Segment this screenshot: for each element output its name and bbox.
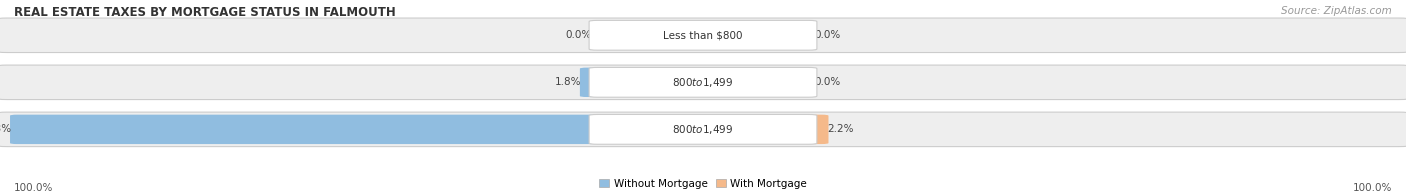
- Text: $800 to $1,499: $800 to $1,499: [672, 123, 734, 136]
- Text: 0.0%: 0.0%: [814, 77, 841, 87]
- Text: 100.0%: 100.0%: [14, 183, 53, 193]
- Text: Source: ZipAtlas.com: Source: ZipAtlas.com: [1281, 6, 1392, 16]
- Legend: Without Mortgage, With Mortgage: Without Mortgage, With Mortgage: [595, 174, 811, 193]
- Text: $800 to $1,499: $800 to $1,499: [672, 76, 734, 89]
- Text: 98.3%: 98.3%: [0, 124, 11, 134]
- Text: 100.0%: 100.0%: [1353, 183, 1392, 193]
- Text: 0.0%: 0.0%: [814, 30, 841, 40]
- Text: 2.2%: 2.2%: [827, 124, 853, 134]
- Text: REAL ESTATE TAXES BY MORTGAGE STATUS IN FALMOUTH: REAL ESTATE TAXES BY MORTGAGE STATUS IN …: [14, 6, 396, 19]
- Text: 0.0%: 0.0%: [565, 30, 592, 40]
- Text: Less than $800: Less than $800: [664, 30, 742, 40]
- Text: 1.8%: 1.8%: [555, 77, 581, 87]
